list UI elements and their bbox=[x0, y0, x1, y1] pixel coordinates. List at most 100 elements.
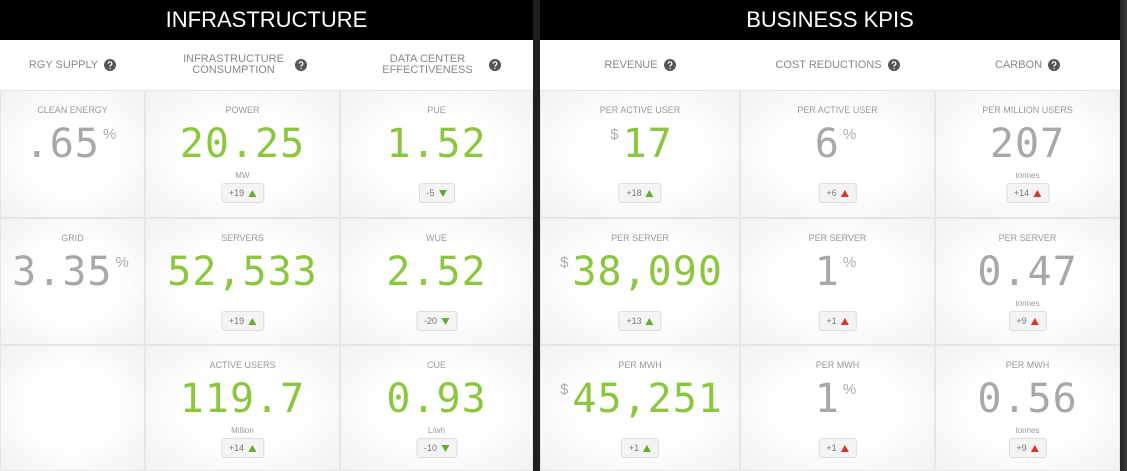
kpi-value: 1 bbox=[815, 249, 840, 295]
column-header: COST REDUCTIONS bbox=[740, 40, 935, 91]
trend-arrow bbox=[248, 317, 256, 326]
kpi-unit: L/wh bbox=[341, 426, 532, 435]
kpi-value: 1.52 bbox=[386, 121, 486, 167]
page: INFRASTRUCTURE RGY SUPPLY INFRASTRUCTURE … bbox=[0, 0, 1127, 471]
kpi-label: PER MWH bbox=[741, 360, 934, 370]
kpi-suffix: % bbox=[115, 254, 129, 271]
change-badge: +19 bbox=[221, 311, 264, 331]
kpi-label: CUE bbox=[341, 360, 532, 370]
kpi-value: 20.25 bbox=[180, 121, 305, 167]
kpi-value: .65 bbox=[25, 121, 100, 167]
change-value: +14 bbox=[229, 443, 244, 453]
kpi-label: PER SERVER bbox=[936, 233, 1119, 243]
kpi-value-row: $45,251 bbox=[541, 376, 739, 422]
column-header: INFRASTRUCTURE CONSUMPTION bbox=[145, 40, 340, 91]
infrastructure-panel: INFRASTRUCTURE RGY SUPPLY INFRASTRUCTURE … bbox=[0, 0, 533, 471]
help-icon bbox=[664, 59, 676, 71]
column-title: RGY SUPPLY bbox=[29, 60, 98, 71]
change-badge: +6 bbox=[818, 183, 856, 203]
help-icon bbox=[104, 59, 116, 71]
kpi-value-row: .65% bbox=[1, 121, 144, 167]
trend-arrow bbox=[1033, 189, 1041, 198]
change-value: +13 bbox=[626, 316, 641, 326]
change-badge: +14 bbox=[221, 438, 264, 458]
change-value: +18 bbox=[626, 188, 641, 198]
trend-arrow bbox=[248, 189, 256, 198]
kpi-value: 0.93 bbox=[386, 376, 486, 422]
change-badge: +19 bbox=[221, 183, 264, 203]
trend-arrow bbox=[248, 444, 256, 453]
kpi-cell bbox=[0, 345, 145, 471]
kpi-value: 1 bbox=[815, 376, 840, 422]
kpi-value: 119.7 bbox=[180, 376, 305, 422]
change-badge: +9 bbox=[1008, 438, 1046, 458]
help-icon bbox=[489, 59, 501, 71]
kpi-label: PER SERVER bbox=[741, 233, 934, 243]
column-title: CARBON bbox=[995, 60, 1042, 71]
kpi-value: 38,090 bbox=[572, 249, 723, 295]
panel-title: INFRASTRUCTURE bbox=[0, 0, 533, 40]
kpi-unit: Million bbox=[146, 426, 339, 435]
kpi-value: 3.35 bbox=[12, 249, 112, 295]
change-value: -10 bbox=[424, 443, 437, 453]
kpi-value-row: 119.7 bbox=[146, 376, 339, 422]
change-value: +1 bbox=[629, 443, 639, 453]
kpi-value: 0.56 bbox=[977, 376, 1077, 422]
kpi-value: 2.52 bbox=[386, 249, 486, 295]
change-badge: +14 bbox=[1006, 183, 1049, 203]
column-header: DATA CENTER EFFECTIVENESS bbox=[340, 40, 533, 91]
trend-arrow bbox=[1031, 317, 1039, 326]
kpi-cell: POWER 20.25 MW +19 bbox=[145, 90, 340, 218]
kpi-cell: CUE 0.93 L/wh -10 bbox=[340, 345, 533, 471]
trend-arrow bbox=[646, 189, 654, 198]
kpi-cell: PER MWH 1% +1 bbox=[740, 345, 935, 471]
change-badge: +1 bbox=[621, 438, 659, 458]
kpi-unit: tonnes bbox=[936, 299, 1119, 308]
kpi-value-row: 1.52 bbox=[341, 121, 532, 167]
trend-arrow bbox=[646, 317, 654, 326]
kpi-value: 17 bbox=[623, 121, 673, 167]
panel-title: BUSINESS KPIS bbox=[540, 0, 1120, 40]
change-badge: +13 bbox=[618, 311, 661, 331]
column-title: REVENUE bbox=[604, 60, 657, 71]
column-header: CARBON bbox=[935, 40, 1120, 91]
kpi-value-row: 0.47 bbox=[936, 249, 1119, 295]
trend-arrow bbox=[841, 317, 849, 326]
kpi-cell: PER SERVER 0.47 tonnes +9 bbox=[935, 218, 1120, 345]
kpi-label: POWER bbox=[146, 105, 339, 115]
kpi-cell: PER ACTIVE USER 6% +6 bbox=[740, 90, 935, 218]
change-badge: -5 bbox=[418, 183, 454, 203]
kpi-prefix: $ bbox=[610, 126, 619, 143]
kpi-value: 45,251 bbox=[572, 376, 723, 422]
kpi-label: PER MWH bbox=[936, 360, 1119, 370]
kpi-value-row: 1% bbox=[741, 376, 934, 422]
kpi-value-row: 0.56 bbox=[936, 376, 1119, 422]
column-title: COST REDUCTIONS bbox=[775, 60, 881, 71]
kpi-label: PER MWH bbox=[541, 360, 739, 370]
change-value: +14 bbox=[1014, 188, 1029, 198]
change-value: -5 bbox=[426, 188, 434, 198]
trend-arrow bbox=[643, 444, 651, 453]
kpi-cell: PER SERVER$38,090+13 bbox=[540, 218, 740, 345]
trend-arrow bbox=[841, 189, 849, 198]
kpi-value: 52,533 bbox=[167, 249, 318, 295]
kpi-unit: MW bbox=[146, 171, 339, 180]
change-value: +1 bbox=[826, 316, 836, 326]
change-badge: +9 bbox=[1008, 311, 1046, 331]
kpi-label: PER SERVER bbox=[541, 233, 739, 243]
kpi-label: WUE bbox=[341, 233, 532, 243]
change-value: +1 bbox=[826, 443, 836, 453]
kpi-label: PER MILLION USERS bbox=[936, 105, 1119, 115]
column-title: INFRASTRUCTURE CONSUMPTION bbox=[179, 54, 289, 76]
kpi-suffix: % bbox=[843, 126, 857, 143]
business-panel: BUSINESS KPIS REVENUE COST REDUCTIONS CARB… bbox=[540, 0, 1120, 471]
kpi-value: 6 bbox=[815, 121, 840, 167]
kpi-value-row: 2.52 bbox=[341, 249, 532, 295]
kpi-label: PER ACTIVE USER bbox=[741, 105, 934, 115]
